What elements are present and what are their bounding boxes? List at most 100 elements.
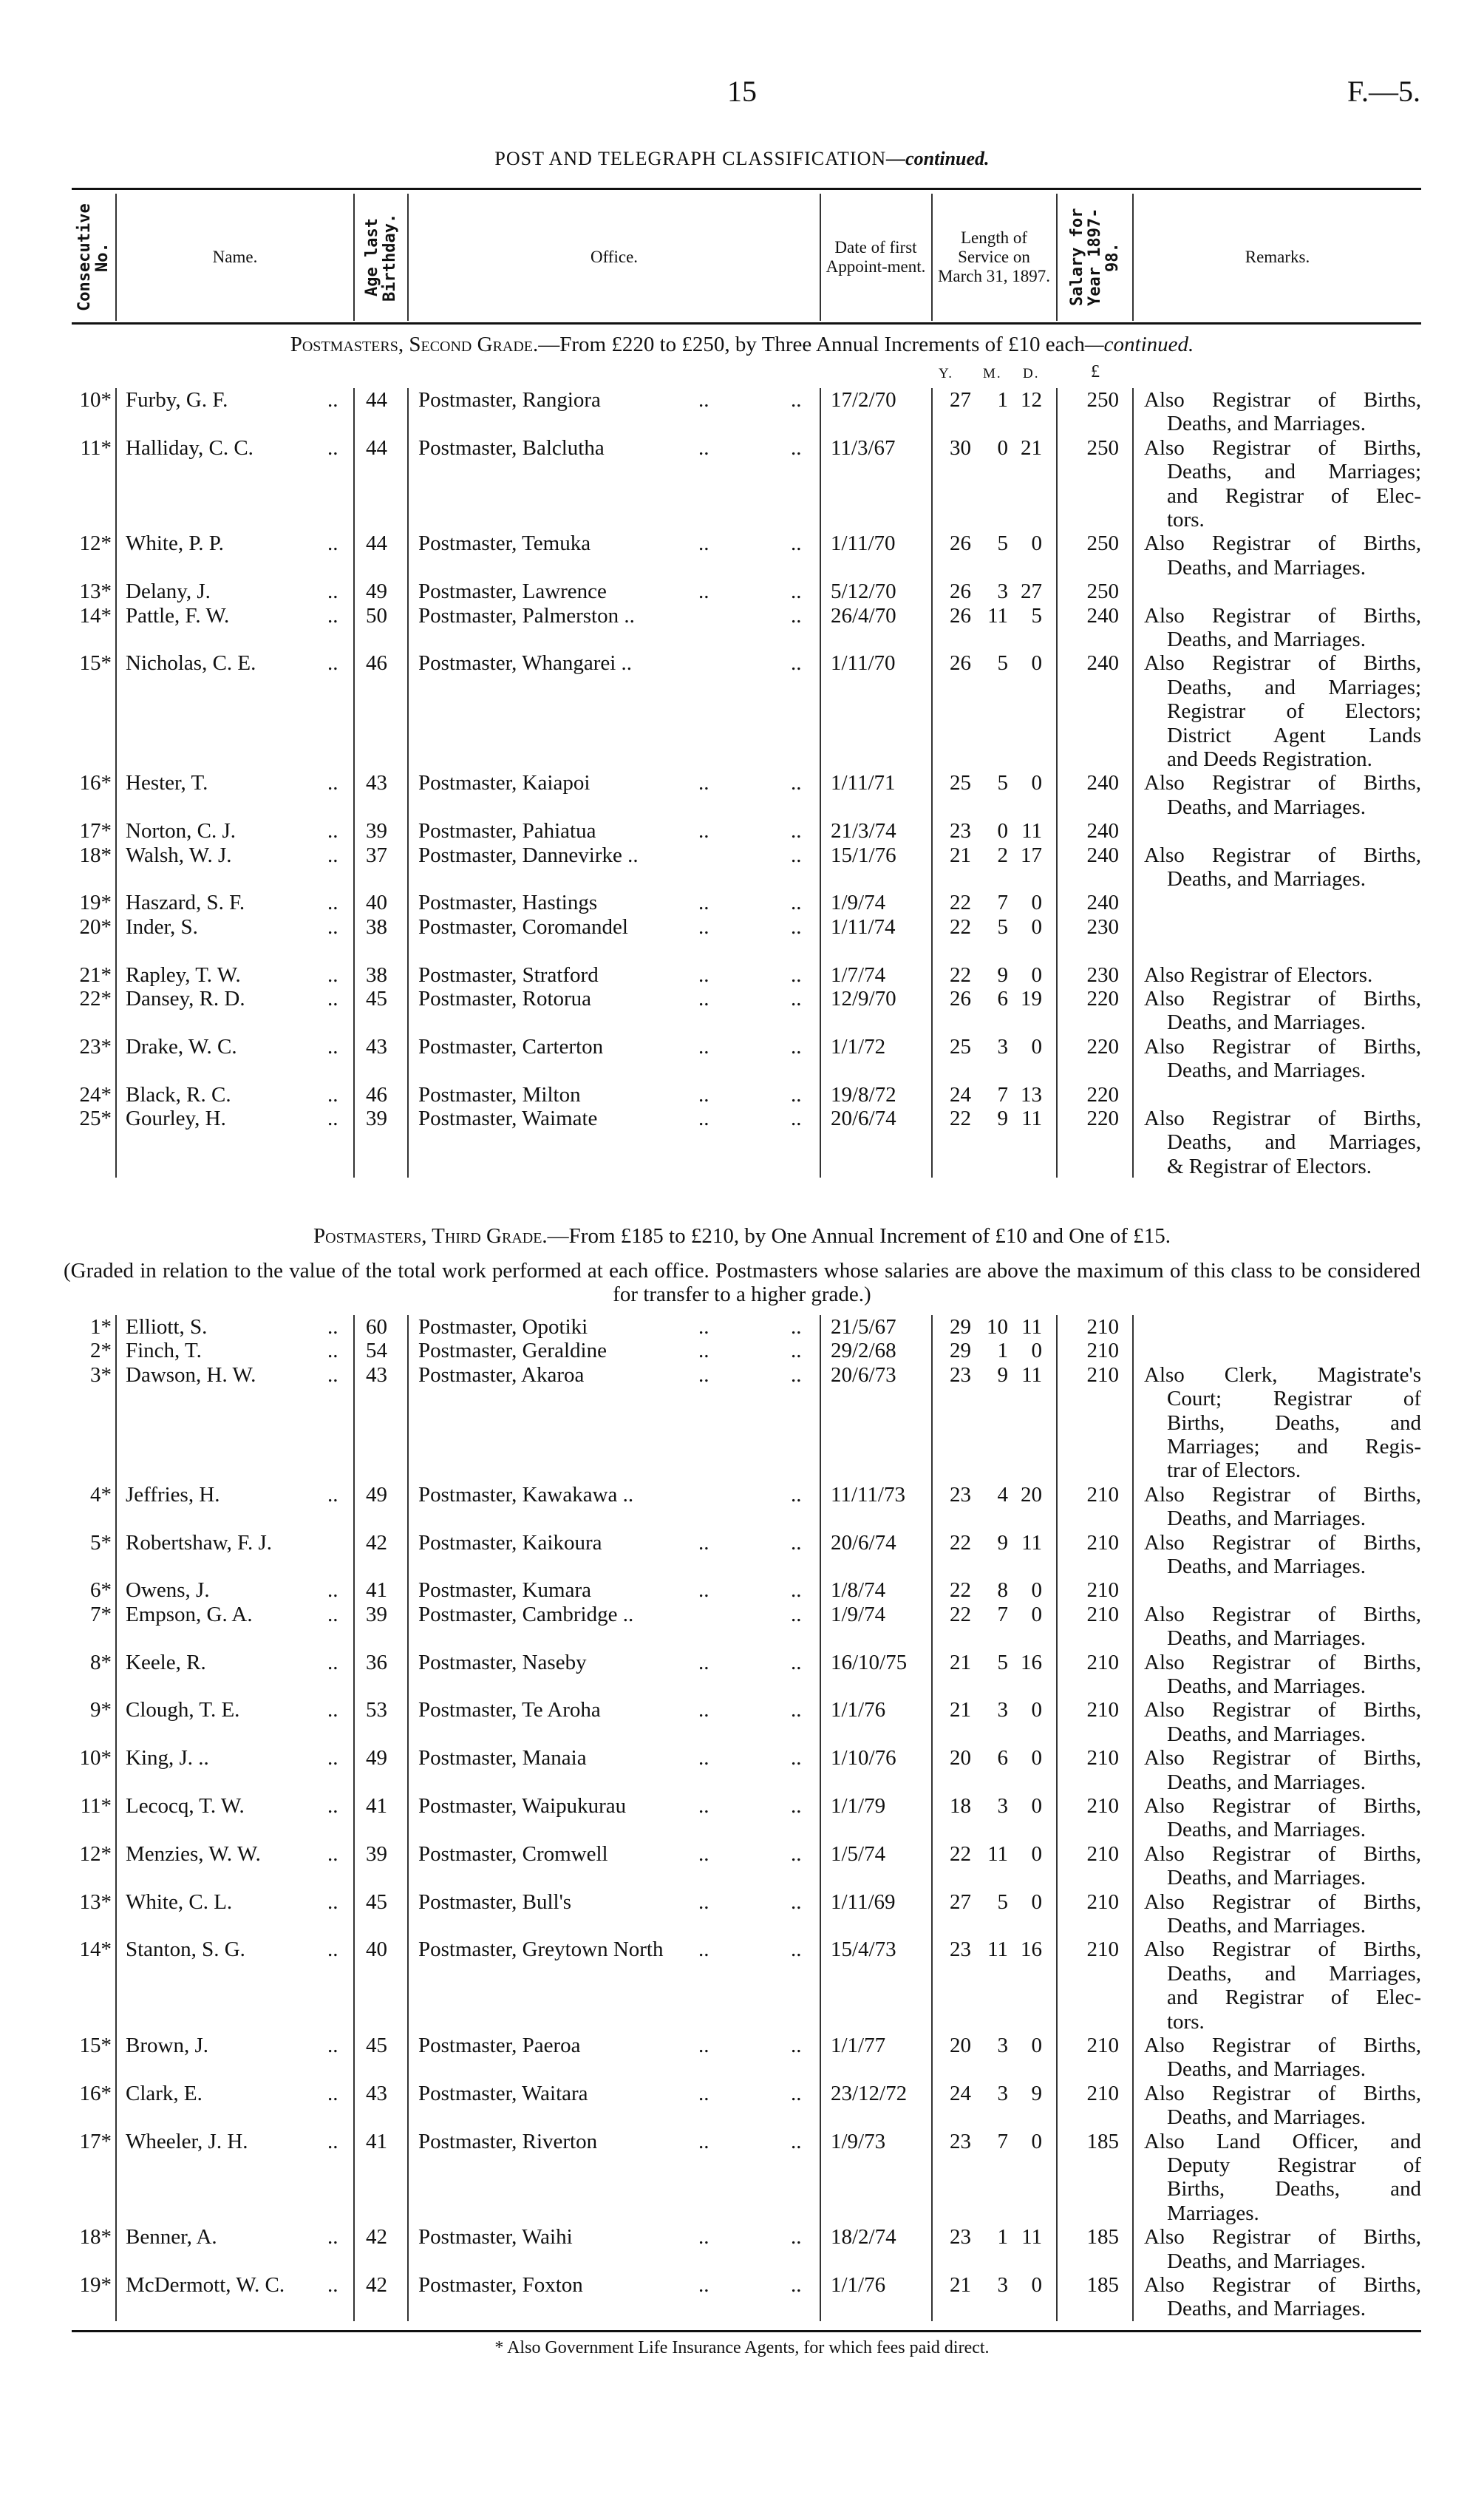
salary: 240 xyxy=(1086,651,1120,676)
leader-dots: .. xyxy=(327,2034,338,2057)
appointment-date: 1/11/70 xyxy=(831,651,896,676)
leader-dots: .. xyxy=(791,1034,802,1059)
leader-dots: .. xyxy=(791,580,802,604)
employee-name: Inder, S. xyxy=(126,914,198,939)
remarks-line: Deaths, and Marriages. xyxy=(1167,1507,1366,1531)
service-months: 5 xyxy=(997,1650,1009,1674)
service-days: 9 xyxy=(1031,2081,1043,2105)
service-months: 7 xyxy=(997,1082,1009,1107)
table-row: 6* Owens, J... 41 Postmaster, Kumara.. 1/8/7… xyxy=(0,1578,1484,1602)
service-years: 20 xyxy=(950,1746,971,1770)
office: Postmaster, Waimate xyxy=(418,1107,598,1130)
row-number: 14* xyxy=(79,603,112,628)
table-row: 14* Pattle, F. W... 50 Postmaster, Palmerst… xyxy=(0,604,1484,652)
leader-dots: .. xyxy=(327,1841,338,1866)
service-months: 5 xyxy=(997,651,1009,676)
age: 60 xyxy=(366,1315,387,1339)
appointment-date: 18/2/74 xyxy=(831,2225,896,2249)
leader-dots: .. xyxy=(327,2129,338,2153)
office: Postmaster, Coromandel xyxy=(418,914,628,939)
appointment-date: 11/3/67 xyxy=(831,435,896,460)
table-row: 17* Norton, C. J... 39 Postmaster, Pahiatua… xyxy=(0,819,1484,843)
service-days: 13 xyxy=(1021,1082,1042,1107)
col-header-remarks: Remarks. xyxy=(1134,194,1421,321)
employee-name: Owens, J. xyxy=(126,1578,210,1603)
appointment-date: 19/8/72 xyxy=(831,1082,896,1107)
service-months: 7 xyxy=(997,891,1009,915)
service-months: 10 xyxy=(987,1315,1008,1339)
office: Postmaster, Kaiapoi xyxy=(418,771,590,795)
row-number: 10* xyxy=(79,388,112,412)
row-number: 15* xyxy=(79,651,112,676)
row-number: 18* xyxy=(79,2225,112,2249)
remarks-line: Also Registrar of Births, xyxy=(1144,2034,1421,2057)
leader-dots: .. xyxy=(327,1578,338,1603)
remarks: Also Registrar of Births, Deaths, and Mar… xyxy=(1144,1746,1421,1794)
leader-dots: .. xyxy=(327,962,338,987)
leader-dots: .. xyxy=(698,2081,709,2105)
appointment-date: 1/1/76 xyxy=(831,1698,886,1722)
column-divider xyxy=(353,388,355,1178)
table-row: 12* Menzies, W. W... 39 Postmaster, Cromwel… xyxy=(0,1842,1484,1890)
salary: 210 xyxy=(1086,1794,1120,1818)
service-days: 0 xyxy=(1031,2034,1043,2057)
service-years: 24 xyxy=(950,1082,971,1107)
employee-name: Elliott, S. xyxy=(126,1315,208,1339)
service-days: 0 xyxy=(1031,1841,1043,1866)
leader-dots: .. xyxy=(791,2225,802,2249)
leader-dots: .. xyxy=(327,435,338,460)
leader-dots: .. xyxy=(327,987,338,1011)
row-number: 21* xyxy=(79,962,112,987)
table-row: 3* Dawson, H. W... 43 Postmaster, Akaroa.. 2… xyxy=(0,1363,1484,1483)
service-days: 11 xyxy=(1021,1362,1042,1387)
leader-dots: .. xyxy=(698,962,709,987)
remarks-line: District Agent Lands xyxy=(1167,723,1421,747)
leader-dots: .. xyxy=(698,580,709,604)
office: Postmaster, Kawakawa .. xyxy=(418,1482,634,1507)
service-years: 21 xyxy=(950,1650,971,1674)
remarks-line: Also Registrar of Births, xyxy=(1144,388,1421,412)
leader-dots: .. xyxy=(698,2034,709,2057)
salary: 240 xyxy=(1086,771,1120,795)
leader-dots: .. xyxy=(698,1841,709,1866)
salary: 210 xyxy=(1086,1698,1120,1722)
service-years: 22 xyxy=(950,1841,971,1866)
service-days: 17 xyxy=(1021,843,1042,867)
leader-dots: .. xyxy=(791,603,802,628)
leader-dots: .. xyxy=(327,1082,338,1107)
service-days: 27 xyxy=(1021,580,1042,604)
table-row: 23* Drake, W. C... 43 Postmaster, Carterton… xyxy=(0,1035,1484,1083)
leader-dots: .. xyxy=(791,1602,802,1626)
remarks: Also Registrar of Births, Deaths, and Mar… xyxy=(1144,987,1421,1035)
office: Postmaster, Carterton xyxy=(418,1034,604,1059)
row-number: 14* xyxy=(79,1938,112,1962)
remarks-line: Also Registrar of Births, xyxy=(1144,1698,1421,1722)
leader-dots: .. xyxy=(698,2225,709,2249)
remarks-line: Registrar of Electors; xyxy=(1167,699,1421,724)
row-number: 12* xyxy=(79,1841,112,1866)
office: Postmaster, Waitara xyxy=(418,2081,588,2105)
leader-dots: .. xyxy=(327,1938,338,1962)
table-row: 18* Benner, A... 42 Postmaster, Waihi.. 18/2… xyxy=(0,2225,1484,2273)
office: Postmaster, Akaroa xyxy=(418,1362,585,1387)
employee-name: Robertshaw, F. J. xyxy=(126,1530,272,1555)
row-number: 9* xyxy=(90,1698,112,1722)
service-years: 26 xyxy=(950,580,971,604)
office: Postmaster, Cromwell xyxy=(418,1841,608,1866)
remarks-line: Deaths, and Marriages. xyxy=(1167,2297,1366,2321)
page-number: 15 xyxy=(727,75,757,108)
service-months: 5 xyxy=(997,1889,1009,1914)
page-title: POST AND TELEGRAPH CLASSIFICATION—contin… xyxy=(0,148,1484,170)
salary: 250 xyxy=(1086,580,1120,604)
leader-dots: .. xyxy=(327,388,338,412)
service-months: 6 xyxy=(997,1746,1009,1770)
salary: 210 xyxy=(1086,1530,1120,1555)
service-years: 20 xyxy=(950,2034,971,2057)
service-years: 23 xyxy=(950,1362,971,1387)
remarks-line: Deaths, and Marriages. xyxy=(1167,1059,1366,1083)
employee-name: McDermott, W. C. xyxy=(126,2273,285,2297)
column-divider xyxy=(1132,388,1134,1178)
salary: 220 xyxy=(1086,1082,1120,1107)
leader-dots: .. xyxy=(327,1362,338,1387)
remarks-line: Deaths, and Marriages, xyxy=(1167,1130,1421,1155)
